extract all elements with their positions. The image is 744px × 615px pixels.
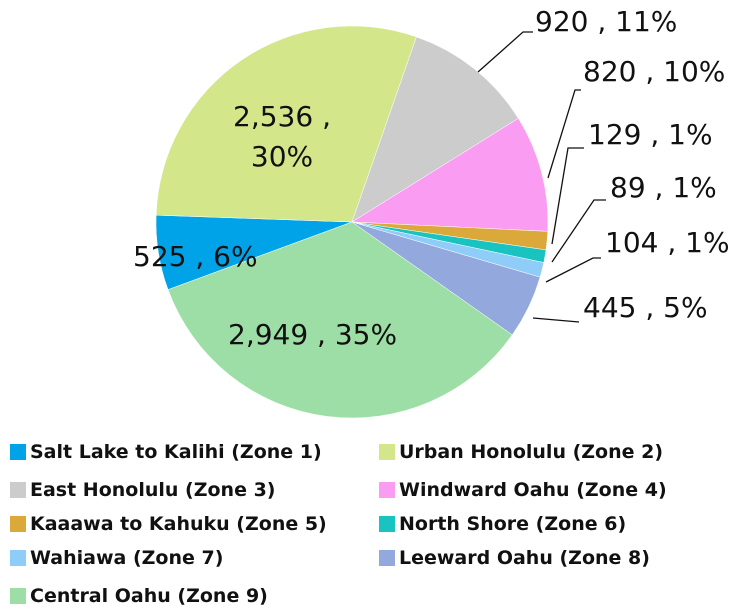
legend-label: Windward Oahu (Zone 4)	[399, 479, 667, 501]
pie-slice	[155, 25, 417, 223]
legend-item: Kaaawa to Kahuku (Zone 5)	[10, 513, 327, 535]
legend-swatch	[10, 550, 26, 566]
data-label: 820 , 10%	[583, 55, 726, 88]
legend-label: Urban Honolulu (Zone 2)	[399, 441, 664, 463]
legend-label: Salt Lake to Kalihi (Zone 1)	[30, 441, 322, 463]
data-label: 525 , 6%	[133, 240, 258, 273]
legend-label: Leeward Oahu (Zone 8)	[399, 547, 650, 569]
data-label: 104 , 1%	[605, 226, 730, 259]
legend-swatch	[10, 588, 26, 604]
leader-line	[551, 147, 584, 245]
data-label: 89 , 1%	[610, 171, 717, 204]
pie-slice	[351, 36, 519, 223]
pie-slice	[167, 221, 513, 419]
legend-swatch	[379, 482, 395, 498]
legend-label: Kaaawa to Kahuku (Zone 5)	[30, 513, 327, 535]
data-label: 920 , 11%	[535, 5, 678, 38]
legend-swatch	[379, 550, 395, 566]
legend-label: East Honolulu (Zone 3)	[30, 479, 276, 501]
legend-item: Salt Lake to Kalihi (Zone 1)	[10, 441, 322, 463]
legend-item: East Honolulu (Zone 3)	[10, 479, 275, 501]
data-label: 445 , 5%	[583, 291, 708, 324]
legend-item: Urban Honolulu (Zone 2)	[379, 441, 663, 463]
pie-slice	[351, 118, 549, 232]
legend-item: Leeward Oahu (Zone 8)	[379, 547, 650, 569]
legend-label: Wahiawa (Zone 7)	[30, 547, 224, 569]
legend-label: North Shore (Zone 6)	[399, 513, 627, 535]
leader-line	[551, 199, 606, 263]
legend-label: Central Oahu (Zone 9)	[30, 585, 268, 607]
legend-swatch	[379, 516, 395, 532]
legend-item: Wahiawa (Zone 7)	[10, 547, 223, 569]
data-label: 2,536 , 30%	[233, 100, 331, 173]
legend-swatch	[10, 444, 26, 460]
leader-line	[547, 89, 581, 179]
legend-swatch	[379, 444, 395, 460]
legend-swatch	[10, 516, 26, 532]
leader-line	[477, 31, 533, 73]
legend-item: North Shore (Zone 6)	[379, 513, 626, 535]
legend-item: Central Oahu (Zone 9)	[10, 585, 268, 607]
data-label: 129 , 1%	[588, 118, 713, 151]
legend-swatch	[10, 482, 26, 498]
legend-item: Windward Oahu (Zone 4)	[379, 479, 667, 501]
leader-line	[545, 257, 601, 283]
leader-line	[532, 317, 580, 323]
data-label: 2,949 , 35%	[228, 318, 398, 351]
